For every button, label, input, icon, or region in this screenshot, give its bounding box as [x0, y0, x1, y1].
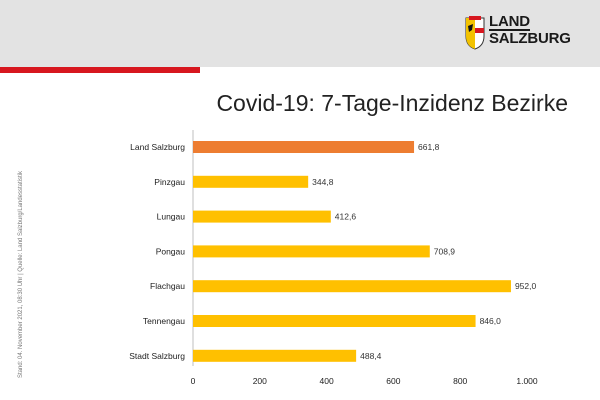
- category-label: Lungau: [157, 212, 186, 222]
- x-tick-label: 200: [253, 376, 267, 386]
- bar-3: [193, 245, 430, 258]
- data-label: 344,8: [312, 177, 334, 187]
- category-label: Land Salzburg: [130, 142, 185, 152]
- data-label: 952,0: [515, 281, 537, 291]
- logo-line1: LAND: [489, 13, 530, 31]
- bar-6: [193, 349, 357, 362]
- data-label: 708,9: [434, 246, 456, 256]
- bar-1: [193, 175, 309, 188]
- category-label: Pongau: [156, 246, 186, 256]
- x-tick-label: 0: [191, 376, 196, 386]
- bar-5: [193, 315, 476, 327]
- x-tick-label: 400: [320, 376, 334, 386]
- data-label: 488,4: [360, 351, 382, 361]
- category-label: Flachgau: [150, 281, 185, 291]
- x-tick-label: 1.000: [516, 376, 538, 386]
- crest-icon: [465, 16, 485, 50]
- data-label: 846,0: [480, 316, 502, 326]
- accent-strip: [0, 67, 200, 73]
- bar-0: [193, 141, 415, 153]
- chart-title: Covid-19: 7-Tage-Inzidenz Bezirke: [216, 90, 568, 116]
- bar-4: [193, 280, 511, 293]
- x-tick-label: 600: [386, 376, 400, 386]
- category-label: Tennengau: [143, 316, 185, 326]
- category-label: Stadt Salzburg: [129, 351, 185, 361]
- logo-line2: SALZBURG: [489, 30, 571, 47]
- x-tick-label: 800: [453, 376, 467, 386]
- bar-2: [193, 210, 331, 223]
- logo-text: LAND SALZBURG: [489, 14, 571, 47]
- data-label: 661,8: [418, 142, 440, 152]
- header-band: [0, 0, 600, 67]
- data-label: 412,6: [335, 212, 357, 222]
- land-salzburg-logo: LAND SALZBURG: [464, 14, 584, 54]
- category-label: Pinzgau: [154, 177, 185, 187]
